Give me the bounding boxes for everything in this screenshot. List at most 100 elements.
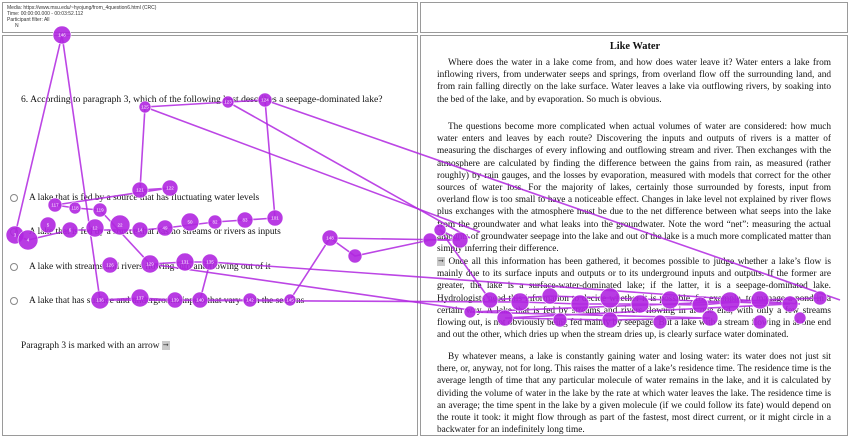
fixation-point: 121: [131, 181, 149, 199]
fixation-point: [422, 232, 438, 248]
answer-option-1[interactable]: A lake that is fed by a source that has …: [10, 193, 259, 203]
fixation-point: 83: [236, 211, 254, 229]
paragraph-4-text: By whatever means, a lake is constantly …: [437, 352, 831, 436]
saccade-line: [61, 34, 101, 301]
paragraph-1-text: Where does the water in a lake come from…: [437, 58, 831, 105]
fixation-point: 50: [180, 212, 200, 232]
fixation-point: [812, 290, 828, 306]
paragraph-2-text: The questions become more complicated wh…: [437, 122, 831, 255]
passage-title: Like Water: [609, 41, 661, 52]
fixation-point: 119: [92, 202, 108, 218]
fixation-label: 5: [47, 223, 50, 228]
fixation-point: 129: [140, 254, 160, 274]
fixation-point: 124: [257, 92, 273, 108]
fixation-point: 49: [156, 219, 174, 237]
fixation-point: 125: [138, 100, 152, 114]
participant-filter: Participant filter: All: [7, 17, 50, 23]
fixation-label: 121: [136, 188, 144, 193]
fixation-point: 14: [131, 221, 149, 239]
fixation-point: [752, 314, 768, 330]
fixation-label: 146: [58, 33, 66, 38]
fixation-point: [750, 290, 770, 310]
passage-paragraph-2: The questions become more complicated wh…: [437, 121, 831, 255]
header-blank-panel: [420, 2, 848, 33]
paragraph-arrow-icon: ➞: [437, 257, 445, 267]
fixation-label: 131: [181, 260, 189, 265]
fixation-point: [510, 292, 530, 312]
fixation-label: 148: [326, 236, 334, 241]
fixation-point: 12: [85, 218, 105, 238]
fixation-label: 145: [286, 298, 294, 303]
fixation-point: 82: [207, 214, 223, 230]
fixation-point: [652, 314, 668, 330]
time-range: Time: 00:00:00.000 - 00:03:52.112: [7, 11, 84, 17]
fixation-point: 123: [221, 95, 235, 109]
fixation-label: 122: [166, 186, 174, 191]
fixation-label: 123: [224, 100, 232, 105]
fixation-label: 126: [106, 263, 114, 268]
fixation-point: [781, 295, 799, 313]
fixation-point: 146: [52, 25, 72, 45]
question-text: 6. According to paragraph 3, which of th…: [21, 94, 383, 105]
fixation-point: [570, 294, 590, 314]
fixation-label: 101: [271, 216, 279, 221]
fixation-point: 131: [175, 252, 195, 272]
fixation-label: 129: [146, 262, 154, 267]
saccade-line: [264, 99, 841, 301]
fixation-label: 12: [92, 226, 98, 231]
fixation-point: [719, 291, 741, 313]
fixation-point: [541, 287, 559, 305]
fixation-label: 142: [246, 298, 254, 303]
marker-label: N: [15, 23, 19, 29]
fixation-point: [481, 291, 499, 309]
fixation-point: 22: [109, 214, 131, 236]
saccade-line: [149, 263, 471, 311]
fixation-point: [601, 311, 619, 329]
radio-button-4[interactable]: [10, 296, 18, 305]
fixation-label: 3: [14, 233, 17, 238]
visualization-info-panel: Media: https://www.msu.edu/~hyojung/from…: [2, 2, 418, 33]
fixation-point: 148: [321, 229, 339, 247]
fixation-point: 136: [90, 290, 110, 310]
fixation-point: [701, 309, 719, 327]
saccade-line: [144, 106, 481, 233]
passage-pane: Like Water Where does the water in a lak…: [420, 35, 848, 436]
answer-option-2-label: A lake that is fed by a source that has …: [29, 227, 281, 237]
fixation-label: 6: [69, 228, 72, 233]
fixation-label: 50: [187, 220, 193, 225]
fixation-label: 14: [137, 228, 143, 233]
fixation-point: 135: [201, 253, 219, 271]
media-url: Media: https://www.msu.edu/~hyojung/from…: [7, 5, 157, 11]
fixation-label: 124: [261, 98, 269, 103]
fixation-label: 140: [196, 298, 204, 303]
fixation-point: 4: [17, 229, 39, 251]
fixation-point: [599, 287, 621, 309]
fixation-label: 82: [212, 220, 218, 225]
fixation-point: [451, 231, 469, 249]
fixation-point: 126: [101, 256, 119, 274]
fixation-label: 137: [136, 296, 144, 301]
saccade-line: [227, 101, 471, 239]
fixation-point: 5: [39, 216, 57, 234]
passage-paragraph-1: Where does the water in a lake come from…: [437, 57, 831, 106]
fixation-point: [496, 309, 514, 327]
fixation-label: 118: [71, 206, 79, 211]
fixation-point: 101: [266, 209, 284, 227]
fixation-label: 4: [27, 238, 30, 243]
saccade-line: [209, 261, 801, 305]
fixation-point: 122: [161, 179, 179, 197]
paragraph-note-text: Paragraph 3 is marked with an arrow: [21, 341, 160, 351]
fixation-label: 139: [171, 298, 179, 303]
fixation-label: 136: [96, 298, 104, 303]
fixation-point: [347, 248, 363, 264]
fixation-label: 49: [162, 226, 168, 231]
radio-button-3[interactable]: [10, 262, 18, 271]
fixation-label: 83: [242, 218, 248, 223]
fixation-point: 139: [166, 291, 184, 309]
fixation-point: 140: [191, 291, 209, 309]
fixation-label: 22: [117, 223, 123, 228]
passage-paragraph-4: By whatever means, a lake is constantly …: [437, 351, 831, 436]
radio-button-1[interactable]: [10, 193, 18, 202]
fixation-point: [793, 311, 807, 325]
